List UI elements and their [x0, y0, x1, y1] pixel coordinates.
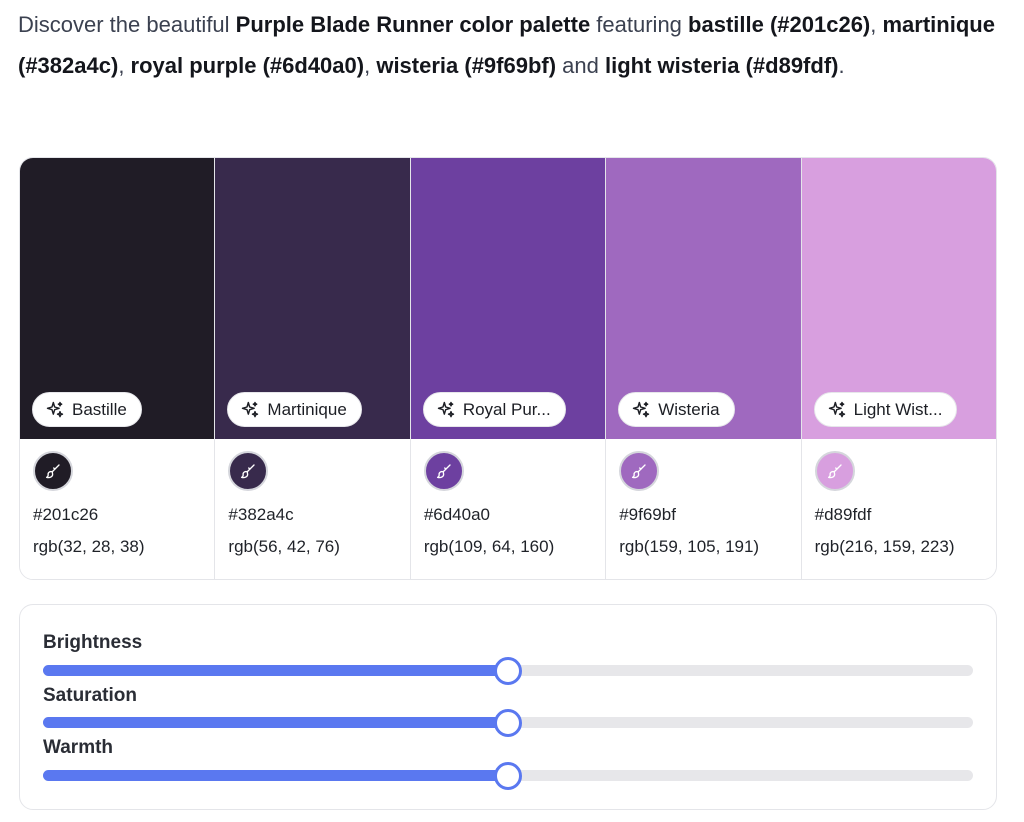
color-hex: #9f69bf — [619, 505, 676, 524]
sparkle-icon — [242, 401, 259, 417]
color-swatch[interactable]: Martinique — [215, 158, 410, 439]
color-info: #6d40a0 rgb(109, 64, 160) — [410, 439, 606, 579]
color-name: Bastille — [72, 399, 127, 419]
color-name-button[interactable]: Wisteria — [618, 392, 735, 427]
paintbrush-icon — [827, 464, 842, 479]
paintbrush-icon — [45, 464, 60, 479]
color-column: Royal Pur... #6d40a0 rgb(109, 64, 160) — [410, 158, 607, 579]
saturation-slider[interactable] — [43, 709, 973, 737]
color-rgb: rgb(159, 105, 191) — [619, 537, 760, 556]
color-name: Light Wist... — [853, 399, 943, 419]
paintbrush-icon — [241, 464, 256, 479]
color-name-button[interactable]: Martinique — [227, 392, 362, 427]
color-palette: Bastille #201c26 rgb(32, 28, 38) Martini… — [19, 157, 997, 580]
color-edit-button[interactable] — [423, 451, 464, 491]
color-name: Royal Pur... — [462, 399, 551, 419]
sparkle-icon — [46, 401, 64, 417]
color-rgb: rgb(216, 159, 223) — [814, 537, 955, 556]
color-name-button[interactable]: Light Wist... — [813, 392, 958, 427]
color-swatch[interactable]: Royal Pur... — [410, 158, 606, 439]
saturation-slider-fill — [43, 717, 508, 728]
color-info: #382a4c rgb(56, 42, 76) — [215, 439, 410, 579]
color-name-button[interactable]: Royal Pur... — [422, 392, 566, 427]
warmth-slider-thumb[interactable] — [494, 762, 522, 790]
color-name: Martinique — [267, 399, 347, 419]
color-column: Bastille #201c26 rgb(32, 28, 38) — [20, 158, 216, 579]
sparkle-icon — [437, 401, 455, 417]
color-edit-button[interactable] — [619, 451, 660, 491]
color-hex: #201c26 — [33, 505, 99, 524]
brightness-slider[interactable] — [43, 657, 973, 685]
color-column: Martinique #382a4c rgb(56, 42, 76) — [215, 158, 411, 579]
warmth-label: Warmth — [43, 737, 114, 758]
color-column: Wisteria #9f69bf rgb(159, 105, 191) — [606, 158, 802, 579]
brightness-slider-fill — [43, 665, 508, 676]
paintbrush-icon — [436, 464, 451, 479]
color-info: #201c26 rgb(32, 28, 38) — [20, 439, 215, 579]
color-edit-button[interactable] — [33, 451, 73, 491]
sparkle-icon — [633, 401, 650, 417]
brightness-slider-thumb[interactable] — [494, 657, 522, 685]
color-rgb: rgb(109, 64, 160) — [423, 537, 555, 556]
color-swatch[interactable]: Wisteria — [606, 158, 801, 439]
adjustment-panel: Brightness Saturation Warmth — [19, 604, 997, 810]
color-rgb: rgb(56, 42, 76) — [228, 537, 340, 556]
paintbrush-icon — [632, 464, 646, 479]
color-rgb: rgb(32, 28, 38) — [33, 537, 145, 556]
color-info: #9f69bf rgb(159, 105, 191) — [606, 439, 801, 579]
color-hex: #382a4c — [228, 505, 294, 524]
color-name: Wisteria — [658, 399, 720, 419]
color-info: #d89fdf rgb(216, 159, 223) — [801, 439, 996, 579]
saturation-label: Saturation — [43, 685, 137, 706]
warmth-slider[interactable] — [43, 762, 973, 790]
palette-description: Discover the beautiful Purple Blade Runn… — [18, 12, 995, 78]
color-swatch[interactable]: Bastille — [20, 158, 215, 439]
sparkle-icon — [828, 401, 845, 417]
color-hex: #d89fdf — [814, 505, 872, 524]
color-hex: #6d40a0 — [423, 505, 490, 524]
brightness-label: Brightness — [43, 632, 143, 653]
color-edit-button[interactable] — [228, 451, 269, 491]
color-swatch[interactable]: Light Wist... — [801, 158, 996, 439]
color-edit-button[interactable] — [814, 451, 855, 491]
warmth-slider-fill — [43, 770, 508, 781]
color-column: Light Wist... #d89fdf rgb(216, 159, 223) — [801, 158, 996, 579]
saturation-slider-thumb[interactable] — [494, 709, 522, 737]
color-name-button[interactable]: Bastille — [32, 392, 142, 427]
